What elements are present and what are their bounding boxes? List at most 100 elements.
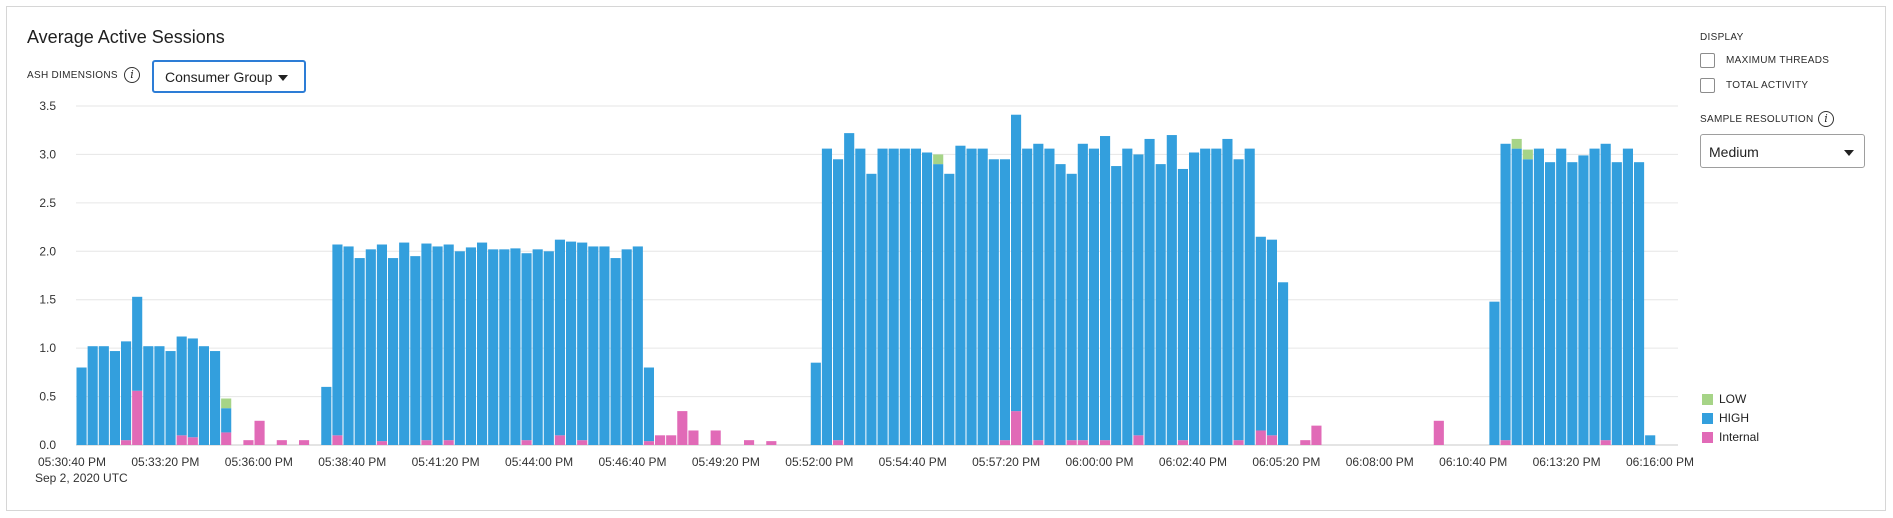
bar-high[interactable] (1567, 162, 1577, 445)
bar-internal[interactable] (221, 432, 231, 445)
bar-internal[interactable] (255, 421, 265, 445)
bar-internal[interactable] (1234, 440, 1244, 445)
bar-high[interactable] (911, 149, 921, 445)
bar-high[interactable] (866, 174, 876, 445)
bar-internal[interactable] (577, 440, 587, 445)
bar-high[interactable] (900, 149, 910, 445)
bar-high[interactable] (1067, 174, 1077, 440)
bar-high[interactable] (622, 249, 632, 445)
bar-high[interactable] (1523, 159, 1533, 445)
bar-high[interactable] (1634, 162, 1644, 445)
bar-internal[interactable] (677, 411, 687, 445)
bar-internal[interactable] (1501, 440, 1511, 445)
bar-high[interactable] (210, 351, 220, 445)
bar-high[interactable] (1078, 144, 1088, 440)
bar-high[interactable] (410, 256, 420, 445)
bar-high[interactable] (499, 249, 509, 445)
bar-high[interactable] (455, 251, 465, 445)
bar-high[interactable] (221, 408, 231, 432)
bar-high[interactable] (822, 149, 832, 445)
bar-high[interactable] (1145, 139, 1155, 445)
bar-internal[interactable] (833, 440, 843, 445)
bar-internal[interactable] (332, 435, 342, 445)
bar-high[interactable] (967, 149, 977, 445)
bar-internal[interactable] (1133, 435, 1143, 445)
bar-high[interactable] (889, 149, 899, 445)
bar-high[interactable] (1590, 149, 1600, 445)
bar-high[interactable] (344, 246, 354, 445)
bar-internal[interactable] (1300, 440, 1310, 445)
bar-internal[interactable] (1256, 430, 1266, 445)
bar-high[interactable] (833, 159, 843, 440)
bar-high[interactable] (1133, 154, 1143, 435)
bar-high[interactable] (1489, 302, 1499, 445)
bar-low[interactable] (933, 154, 943, 164)
bar-high[interactable] (199, 346, 209, 445)
bar-high[interactable] (599, 246, 609, 445)
bar-high[interactable] (1167, 135, 1177, 445)
bar-high[interactable] (811, 363, 821, 445)
bar-high[interactable] (1545, 162, 1555, 445)
bar-internal[interactable] (744, 440, 754, 445)
bar-high[interactable] (88, 346, 98, 445)
bar-internal[interactable] (1000, 440, 1010, 445)
bar-high[interactable] (110, 351, 120, 445)
bar-high[interactable] (1178, 169, 1188, 440)
bar-internal[interactable] (688, 430, 698, 445)
bar-internal[interactable] (421, 440, 431, 445)
bar-high[interactable] (1256, 237, 1266, 431)
bar-internal[interactable] (243, 440, 253, 445)
bar-internal[interactable] (132, 391, 142, 445)
bar-low[interactable] (1523, 150, 1533, 160)
bar-high[interactable] (1011, 115, 1021, 411)
bar-high[interactable] (1601, 144, 1611, 440)
bar-high[interactable] (1267, 240, 1277, 436)
bar-high[interactable] (1245, 149, 1255, 445)
bar-high[interactable] (1000, 159, 1010, 440)
bar-high[interactable] (1222, 139, 1232, 445)
bar-internal[interactable] (377, 441, 387, 445)
bar-high[interactable] (522, 253, 532, 440)
bar-high[interactable] (588, 246, 598, 445)
bar-high[interactable] (544, 251, 554, 445)
bar-internal[interactable] (1033, 440, 1043, 445)
bar-internal[interactable] (555, 435, 565, 445)
bar-internal[interactable] (1311, 426, 1321, 445)
bar-internal[interactable] (1011, 411, 1021, 445)
bar-high[interactable] (844, 133, 854, 445)
bar-high[interactable] (477, 243, 487, 445)
bar-high[interactable] (611, 258, 621, 445)
bar-high[interactable] (1111, 166, 1121, 445)
bar-high[interactable] (321, 387, 331, 445)
bar-internal[interactable] (766, 441, 776, 445)
bar-high[interactable] (1100, 136, 1110, 440)
bar-high[interactable] (377, 245, 387, 442)
bar-internal[interactable] (1267, 435, 1277, 445)
bar-high[interactable] (566, 242, 576, 445)
bar-high[interactable] (132, 297, 142, 391)
bar-internal[interactable] (655, 435, 665, 445)
bar-high[interactable] (1501, 144, 1511, 440)
bar-high[interactable] (633, 246, 643, 445)
bar-high[interactable] (933, 164, 943, 445)
bar-internal[interactable] (1078, 440, 1088, 445)
bar-high[interactable] (332, 245, 342, 436)
bar-high[interactable] (466, 247, 476, 445)
bar-high[interactable] (1089, 149, 1099, 445)
bar-high[interactable] (1612, 162, 1622, 445)
bar-high[interactable] (1022, 149, 1032, 445)
bar-high[interactable] (1056, 164, 1066, 445)
bar-high[interactable] (955, 146, 965, 445)
bar-high[interactable] (510, 248, 520, 445)
bar-high[interactable] (433, 246, 443, 445)
bar-internal[interactable] (1434, 421, 1444, 445)
bar-high[interactable] (488, 249, 498, 445)
bar-low[interactable] (221, 399, 231, 409)
bar-high[interactable] (978, 149, 988, 445)
bar-high[interactable] (1044, 149, 1054, 445)
bar-high[interactable] (1556, 149, 1566, 445)
bar-high[interactable] (855, 149, 865, 445)
bar-high[interactable] (166, 351, 176, 445)
bar-internal[interactable] (1601, 440, 1611, 445)
bar-high[interactable] (533, 249, 543, 445)
